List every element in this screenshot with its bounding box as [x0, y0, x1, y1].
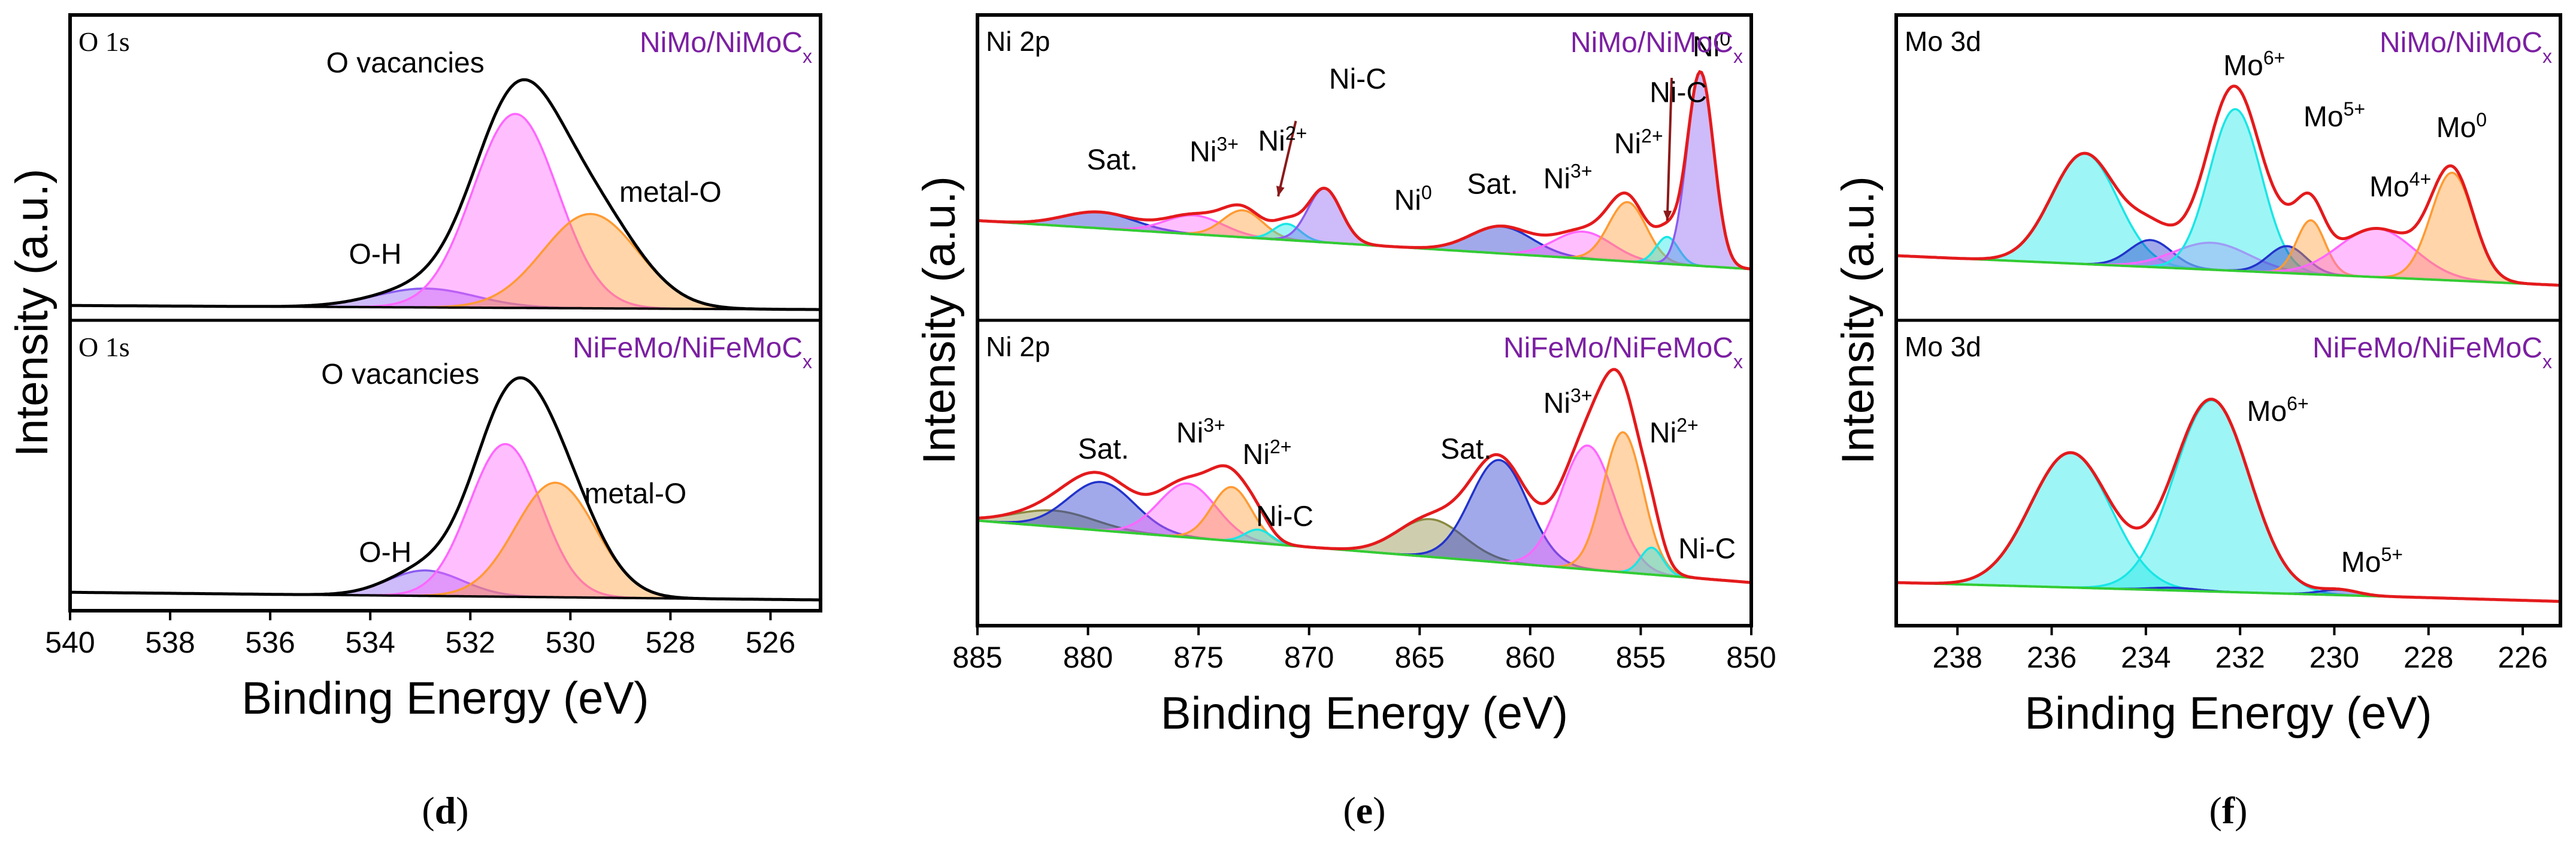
annotation-arrow-head	[1663, 210, 1672, 221]
peak-label: Sat.	[1086, 144, 1137, 176]
sample-label: NiFeMo/NiFeMoCx	[2312, 332, 2552, 372]
x-tick-label: 238	[1933, 641, 1982, 674]
annotation-arrow-line	[1277, 120, 1297, 197]
envelope-line	[70, 376, 821, 602]
x-tick-label: 230	[2309, 641, 2359, 674]
peak-label: Mo6+	[2223, 47, 2285, 82]
envelope-line	[69, 78, 821, 311]
peak-label: Ni-C	[1678, 533, 1736, 565]
panel-letter: (d)	[422, 789, 468, 832]
core-level-label: O 1s	[78, 332, 130, 362]
y-axis-title: Intensity (a.u.)	[7, 169, 57, 457]
peak-label: Mo0	[2436, 109, 2487, 144]
peak-label: Sat.	[1078, 433, 1129, 465]
x-tick-label: 532	[446, 626, 495, 659]
peak-label: Ni2+	[1614, 125, 1663, 160]
peak-label: O-H	[359, 536, 411, 568]
x-tick-label: 226	[2498, 641, 2547, 674]
peak-label: Sat.	[1467, 169, 1518, 201]
sample-label: NiMo/NiMoCx	[1570, 27, 1743, 67]
peak-label: Ni2+	[1258, 123, 1307, 157]
peak-label: Ni0	[1394, 182, 1432, 217]
core-level-label: Mo 3d	[1905, 331, 1981, 362]
x-tick-label: 534	[345, 626, 395, 659]
subplot-d-bottom: O vacancies metal-O O-H O 1s NiFeMo/NiFeMoCx	[70, 332, 821, 602]
core-level-label: O 1s	[78, 26, 130, 57]
annotation-arrow-head	[1276, 186, 1285, 196]
x-tick-label: 528	[646, 626, 695, 659]
y-axis-title: Intensity (a.u.)	[914, 176, 965, 465]
x-tick-label: 232	[2215, 641, 2265, 674]
envelope-line	[1896, 398, 2561, 603]
envelope-line	[977, 69, 1752, 271]
peak-label: Ni-C	[1649, 77, 1707, 109]
x-tick-label: 855	[1616, 641, 1666, 674]
peak-label: O vacancies	[326, 47, 485, 79]
x-tick-label: 530	[546, 626, 595, 659]
core-level-label: Ni 2p	[986, 331, 1050, 362]
x-tick-label: 526	[746, 626, 795, 659]
background-line	[1896, 254, 2561, 287]
peak-label: metal-O	[619, 177, 722, 208]
x-axis-title: Binding Energy (eV)	[2024, 688, 2432, 739]
peak-label: Mo6+	[2247, 393, 2308, 427]
envelope-line	[977, 368, 1752, 584]
peak-label: Mo5+	[2303, 98, 2365, 133]
background-line	[977, 219, 1752, 271]
core-level-label: Ni 2p	[986, 26, 1050, 57]
panel-letter: (f)	[2209, 789, 2248, 832]
sample-label: NiMo/NiMoCx	[2380, 27, 2552, 67]
peak-label: Ni2+	[1243, 436, 1292, 471]
x-tick-label: 540	[45, 626, 95, 659]
peak-label: Mo5+	[2341, 544, 2403, 578]
x-tick-label: 870	[1284, 641, 1334, 674]
plot-frame	[68, 13, 822, 612]
peak-label: Ni3+	[1543, 385, 1593, 420]
x-tick-label: 536	[245, 626, 295, 659]
peak-label: Ni3+	[1176, 414, 1225, 449]
peak-label: O vacancies	[321, 359, 479, 390]
y-axis-title: Intensity (a.u.)	[1833, 176, 1884, 465]
peak-label: Ni0	[1693, 28, 1730, 63]
x-tick-label: 234	[2121, 641, 2171, 674]
peak-label: Ni3+	[1543, 160, 1593, 195]
subplot-e-bottom: Sat. Ni3+ Ni2+ Ni-C Sat. Ni3+ Ni2+ Ni-C Ni 2p NiF…	[976, 331, 1752, 584]
x-tick-label: 236	[2027, 641, 2076, 674]
sample-label: NiMo/NiMoCx	[640, 27, 812, 67]
x-tick-label: 880	[1063, 641, 1113, 674]
x-tick-label: 860	[1505, 641, 1555, 674]
background-line	[977, 519, 1752, 584]
subplot-f-bottom: Mo6+ Mo5+ Mo 3d NiFeMo/NiFeMoCx	[1896, 331, 2561, 603]
x-tick-label: 538	[145, 626, 195, 659]
peak-label: Mo4+	[2369, 168, 2431, 203]
annotation-arrow-line	[1666, 77, 1673, 221]
envelope-line	[1896, 84, 2561, 287]
peak-label: Ni-C	[1256, 501, 1313, 533]
peak-label: Sat.	[1440, 433, 1491, 465]
sample-label: NiFeMo/NiFeMoCx	[1503, 332, 1743, 372]
subplot-d-top: O vacancies metal-O O-H O 1s NiMo/NiMoCx	[69, 26, 821, 311]
peak-label: Ni-C	[1329, 63, 1387, 95]
x-tick-label: 865	[1395, 641, 1445, 674]
core-level-label: Mo 3d	[1905, 26, 1981, 57]
x-axis-title: Binding Energy (eV)	[241, 673, 649, 724]
x-tick-label: 228	[2404, 641, 2453, 674]
panel-letter: (e)	[1343, 789, 1385, 832]
peak-label: O-H	[349, 239, 402, 271]
x-tick-label: 875	[1173, 641, 1223, 674]
peak-label: Ni3+	[1189, 134, 1239, 168]
x-axis-title: Binding Energy (eV)	[1161, 688, 1568, 739]
x-tick-label: 885	[952, 641, 1002, 674]
peak-label: metal-O	[585, 478, 687, 510]
x-tick-label: 850	[1726, 641, 1776, 674]
peak-label: Ni2+	[1649, 414, 1699, 449]
sample-label: NiFeMo/NiFeMoCx	[573, 332, 812, 372]
